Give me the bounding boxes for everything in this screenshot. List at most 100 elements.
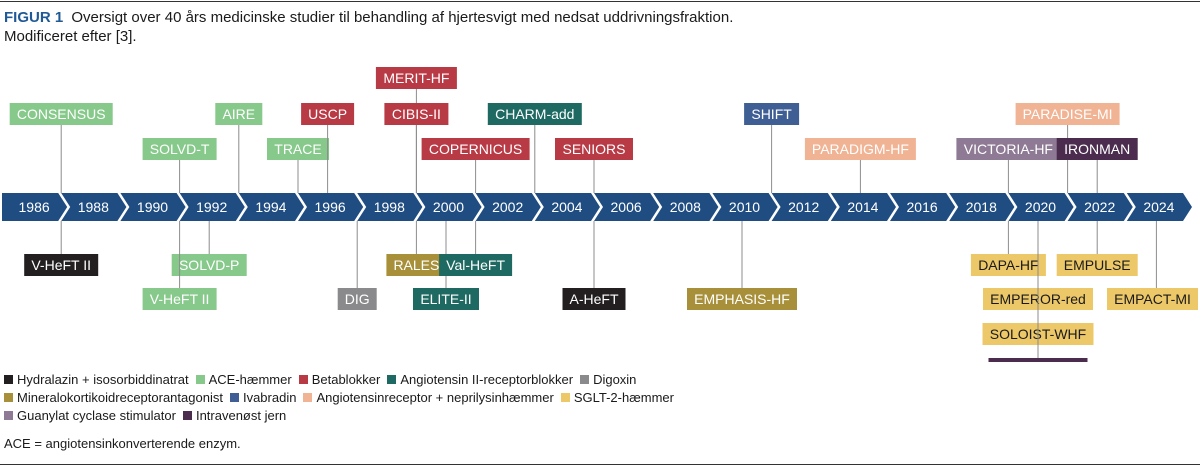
trial-box-empact-mi: [1107, 288, 1198, 310]
legend-label-ace: ACE-hæmmer: [208, 372, 292, 387]
year-label-1996: 1996: [315, 199, 346, 215]
trial-solvd-p-16: SOLVD-P: [171, 221, 247, 276]
chevron-2010: [712, 193, 778, 221]
trial-label-aire: AIRE: [222, 106, 255, 122]
legend-swatch-arb: [387, 375, 397, 384]
chevron-2022: [1067, 193, 1133, 221]
chevron-2024: [1126, 193, 1192, 221]
legend-item-iron: Intravenøst jern: [182, 407, 287, 425]
trial-box-seniors: [555, 138, 633, 160]
legend-item-beta: Betablokker: [298, 371, 381, 389]
trial-dig-18: DIG: [337, 221, 377, 310]
trial-label-shift: SHIFT: [751, 106, 792, 122]
chevron-2006: [594, 193, 660, 221]
chevron-2018: [949, 193, 1015, 221]
trial-label-empact-mi: EMPACT-MI: [1114, 291, 1191, 307]
legend-row-2: Mineralokortikoidreceptorantagonist Ivabr…: [4, 389, 681, 407]
trial-box-dapa-hf: [970, 254, 1046, 276]
figure-caption: FIGUR 1 Oversigt over 40 års medicinske …: [4, 8, 764, 46]
trial-trace-3: TRACE: [267, 138, 329, 193]
year-label-2012: 2012: [788, 199, 819, 215]
trial-box-cibis-ii: [384, 103, 449, 125]
trial-box-dig: [337, 288, 377, 310]
legend-label-arni: Angiotensinreceptor + neprilysinhæmmer: [316, 390, 554, 405]
legend-item-ace: ACE-hæmmer: [195, 371, 292, 389]
trial-shift-10: SHIFT: [744, 103, 800, 193]
trial-label-copernicus: COPERNICUS: [429, 141, 522, 157]
legend-row-3: Guanylat cyclase stimulator Intravenøst j…: [4, 407, 681, 425]
trial-label-merit-hf: MERIT-HF: [383, 70, 449, 86]
trial-label-a-heft: A-HeFT: [570, 291, 619, 307]
trial-label-solvd-t: SOLVD-T: [150, 141, 210, 157]
legend-swatch-beta: [298, 375, 308, 384]
chevron-2000: [416, 193, 482, 221]
legend-label-beta: Betablokker: [311, 372, 381, 387]
legend-item-ivabradin: Ivabradin: [229, 389, 296, 407]
legend-item-digoxin: Digoxin: [580, 371, 636, 389]
legend-swatch-arni: [303, 393, 313, 402]
legend-item-arni: Angiotensinreceptor + neprilysinhæmmer: [303, 389, 554, 407]
trial-label-v-heft-ii: V-HeFT II: [31, 257, 91, 273]
trial-box-a-heft: [562, 288, 626, 310]
trial-label-ironman: IRONMAN: [1064, 141, 1130, 157]
trial-uscp-4: USCP: [301, 103, 355, 193]
trial-box-rales: [386, 254, 447, 276]
trial-box-empulse: [1056, 254, 1138, 276]
legend-swatch-mra: [4, 393, 13, 402]
trial-label-consensus: CONSENSUS: [17, 106, 106, 122]
legend-swatch-hydralazin: [4, 375, 13, 384]
trial-label-charm-add: CHARM-add: [495, 106, 574, 122]
year-label-2008: 2008: [670, 199, 701, 215]
year-label-2022: 2022: [1084, 199, 1115, 215]
trial-box-v-heft-ii: [142, 288, 217, 310]
trial-a-heft-22: A-HeFT: [562, 221, 626, 310]
trial-box-shift: [744, 103, 800, 125]
trial-rales-19: RALES: [386, 221, 447, 276]
trial-merit-hf-5: MERIT-HF: [375, 67, 457, 193]
top-rule: [0, 1, 1200, 2]
trial-elite-ii-20: ELITE-II: [413, 221, 479, 310]
trial-seniors-9: SENIORS: [555, 138, 633, 193]
legend-item-gcs: Guanylat cyclase stimulator: [4, 407, 176, 425]
chevron-1986: [2, 193, 68, 221]
legend-row-1: Hydralazin + isosorbiddinatrat ACE-hæmmer…: [4, 371, 681, 389]
year-label-2006: 2006: [611, 199, 642, 215]
year-label-1990: 1990: [137, 199, 168, 215]
year-label-2002: 2002: [492, 199, 523, 215]
trial-aire-2: AIRE: [215, 103, 263, 193]
chevron-2020: [1008, 193, 1074, 221]
legend-label-mra: Mineralokortikoidreceptorantagonist: [17, 390, 223, 405]
chevron-2012: [771, 193, 837, 221]
trial-label-emphasis-hf: EMPHASIS-HF: [694, 291, 790, 307]
chevron-2002: [475, 193, 541, 221]
trial-label-paradigm-hf: PARADIGM-HF: [812, 141, 909, 157]
legend-swatch-ivabradin: [229, 393, 239, 402]
year-label-1988: 1988: [78, 199, 109, 215]
footnote: ACE = angiotensinkonverterende enzym.: [4, 436, 241, 451]
trial-box-copernicus: [421, 138, 530, 160]
legend-label-hydralazin: Hydralazin + isosorbiddinatrat: [17, 372, 189, 387]
chevron-2004: [534, 193, 600, 221]
trial-label-affirm-ahf: AFFIRM-AHF: [996, 361, 1081, 362]
year-label-1986: 1986: [19, 199, 50, 215]
legend-label-iron: Intravenøst jern: [195, 408, 287, 423]
year-label-2024: 2024: [1143, 199, 1174, 215]
figure-caption-text: Oversigt over 40 års medicinske studier …: [4, 9, 734, 45]
trial-box-emphasis-hf: [687, 288, 797, 310]
trial-consensus-0: CONSENSUS: [9, 103, 113, 193]
trial-label-rales: RALES: [393, 257, 439, 273]
trial-label-empulse: EMPULSE: [1064, 257, 1131, 273]
chevron-1994: [238, 193, 304, 221]
trial-box-trace: [267, 138, 329, 160]
chevron-2016: [890, 193, 956, 221]
trial-empact-mi-29: EMPACT-MI: [1107, 221, 1198, 310]
year-label-1994: 1994: [255, 199, 286, 215]
legend-item-arb: Angiotensin II-receptorblokker: [387, 371, 573, 389]
legend-label-digoxin: Digoxin: [593, 372, 637, 387]
trial-solvd-t-1: SOLVD-T: [142, 138, 217, 193]
trial-label-dig: DIG: [345, 291, 370, 307]
chevron-2014: [830, 193, 896, 221]
year-label-2004: 2004: [551, 199, 582, 215]
trial-box-merit-hf: [375, 67, 457, 89]
chevron-1998: [357, 193, 423, 221]
